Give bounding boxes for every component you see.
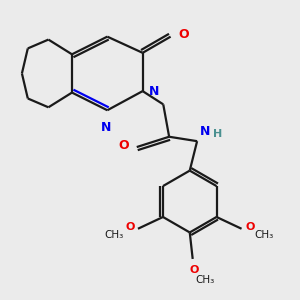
Text: CH₃: CH₃ [105, 230, 124, 240]
Text: CH₃: CH₃ [255, 230, 274, 240]
Text: O: O [245, 222, 254, 232]
Text: N: N [100, 121, 111, 134]
Text: CH₃: CH₃ [196, 275, 215, 285]
Text: N: N [149, 85, 160, 98]
Text: O: O [119, 139, 129, 152]
Text: O: O [125, 222, 134, 232]
Text: O: O [178, 28, 189, 41]
Text: O: O [190, 265, 199, 275]
Text: N: N [200, 125, 210, 138]
Text: H: H [213, 129, 223, 139]
